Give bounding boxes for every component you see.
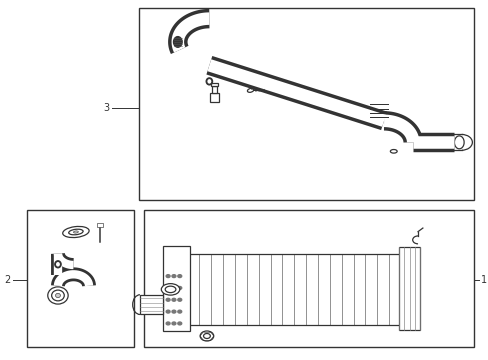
- Bar: [97, 223, 103, 227]
- Circle shape: [178, 287, 182, 289]
- Bar: [27, 211, 134, 347]
- Circle shape: [172, 298, 176, 301]
- Ellipse shape: [389, 149, 396, 153]
- Ellipse shape: [48, 287, 68, 304]
- Ellipse shape: [69, 229, 83, 235]
- Ellipse shape: [175, 39, 180, 45]
- Bar: [211, 83, 218, 86]
- Circle shape: [172, 275, 176, 278]
- Circle shape: [172, 310, 176, 313]
- Circle shape: [166, 298, 170, 301]
- Bar: [187, 253, 400, 325]
- Circle shape: [172, 287, 176, 289]
- Circle shape: [172, 322, 176, 325]
- Text: 3: 3: [103, 103, 110, 113]
- Circle shape: [166, 310, 170, 313]
- Bar: [398, 247, 420, 329]
- Circle shape: [178, 322, 182, 325]
- Ellipse shape: [56, 293, 60, 298]
- Bar: [212, 86, 217, 93]
- Circle shape: [178, 298, 182, 301]
- Bar: [143, 211, 473, 347]
- Ellipse shape: [165, 286, 176, 293]
- Bar: [139, 8, 473, 200]
- Bar: [210, 93, 219, 102]
- Circle shape: [178, 275, 182, 278]
- Circle shape: [178, 310, 182, 313]
- Circle shape: [166, 322, 170, 325]
- Circle shape: [166, 287, 170, 289]
- Text: 2: 2: [4, 275, 10, 285]
- Circle shape: [166, 275, 170, 278]
- Circle shape: [200, 331, 213, 341]
- Ellipse shape: [52, 290, 64, 301]
- Ellipse shape: [161, 284, 180, 295]
- Ellipse shape: [73, 231, 78, 233]
- Bar: [163, 246, 189, 330]
- Circle shape: [203, 333, 210, 338]
- Ellipse shape: [173, 37, 182, 47]
- Ellipse shape: [62, 226, 89, 238]
- Bar: [140, 295, 163, 315]
- Ellipse shape: [247, 88, 253, 93]
- Text: 1: 1: [480, 275, 486, 285]
